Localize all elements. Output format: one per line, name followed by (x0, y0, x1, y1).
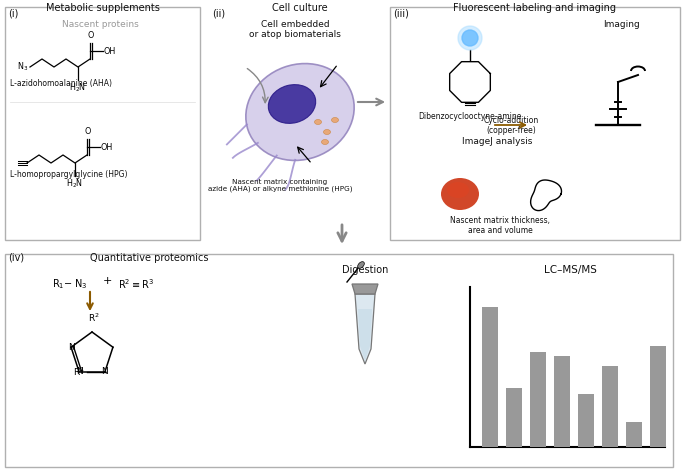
Polygon shape (352, 284, 378, 294)
Ellipse shape (441, 178, 479, 210)
FancyBboxPatch shape (390, 7, 680, 240)
Text: Dibenzocyclooctyne-amine: Dibenzocyclooctyne-amine (419, 112, 522, 121)
Text: (i): (i) (8, 8, 18, 18)
Polygon shape (355, 294, 375, 364)
Text: R$^2$$\equiv$R$^3$: R$^2$$\equiv$R$^3$ (118, 277, 154, 291)
Bar (530, 352, 546, 447)
Ellipse shape (246, 64, 354, 160)
FancyBboxPatch shape (5, 7, 200, 240)
Ellipse shape (332, 118, 338, 123)
Text: (iii): (iii) (393, 8, 409, 18)
Ellipse shape (314, 119, 321, 125)
Text: R$^1$: R$^1$ (73, 366, 85, 378)
Text: Cell embedded
or atop biomaterials: Cell embedded or atop biomaterials (249, 20, 341, 39)
Text: LC–MS/MS: LC–MS/MS (544, 265, 597, 275)
Text: L-azidohomoalanine (AHA): L-azidohomoalanine (AHA) (10, 79, 112, 88)
Circle shape (462, 30, 478, 46)
Text: Imaging: Imaging (603, 20, 640, 29)
Text: Cell culture: Cell culture (272, 3, 328, 13)
Ellipse shape (358, 261, 364, 269)
Text: $-$ N$_3$: $-$ N$_3$ (63, 277, 88, 291)
Text: O: O (85, 127, 91, 136)
Text: N: N (68, 343, 75, 352)
Text: N$_3$: N$_3$ (16, 61, 28, 73)
Text: (ii): (ii) (212, 8, 225, 18)
Text: Fluorescent labeling and imaging: Fluorescent labeling and imaging (453, 3, 616, 13)
Polygon shape (358, 309, 372, 361)
Text: N: N (76, 367, 82, 376)
Text: R$^2$: R$^2$ (88, 312, 100, 324)
Text: Nascent matrix thickness,
area and volume: Nascent matrix thickness, area and volum… (450, 216, 550, 236)
Bar (482, 307, 498, 447)
Ellipse shape (269, 84, 316, 123)
Text: ImageJ analysis: ImageJ analysis (462, 137, 532, 146)
Bar (602, 366, 618, 447)
Text: N: N (101, 367, 108, 376)
Text: R$_1$: R$_1$ (52, 277, 64, 291)
Bar (626, 422, 642, 447)
Text: O: O (88, 31, 94, 40)
Text: H$_2$N: H$_2$N (66, 178, 84, 191)
Text: Digestion: Digestion (342, 265, 388, 275)
Text: Metabolic supplements: Metabolic supplements (46, 3, 160, 13)
Ellipse shape (323, 129, 330, 135)
Bar (554, 356, 570, 447)
Bar (506, 388, 522, 447)
Text: Cyclo-addition
(copper-free): Cyclo-addition (copper-free) (484, 116, 538, 135)
Text: (iv): (iv) (8, 253, 24, 263)
Bar (650, 346, 666, 447)
FancyBboxPatch shape (5, 254, 673, 467)
Text: H$_2$N: H$_2$N (69, 82, 86, 94)
Bar (578, 394, 594, 447)
Text: L-homopropargylglycine (HPG): L-homopropargylglycine (HPG) (10, 170, 127, 179)
Ellipse shape (447, 182, 469, 198)
Ellipse shape (321, 140, 329, 144)
Text: OH: OH (104, 47, 116, 56)
Text: Nascent matrix containing
azide (AHA) or alkyne methionine (HPG): Nascent matrix containing azide (AHA) or… (208, 179, 352, 193)
Circle shape (458, 26, 482, 50)
Text: Nascent proteins: Nascent proteins (62, 20, 138, 29)
Text: Quantitative proteomics: Quantitative proteomics (90, 253, 208, 263)
Text: OH: OH (101, 143, 113, 152)
Text: +: + (103, 276, 112, 286)
